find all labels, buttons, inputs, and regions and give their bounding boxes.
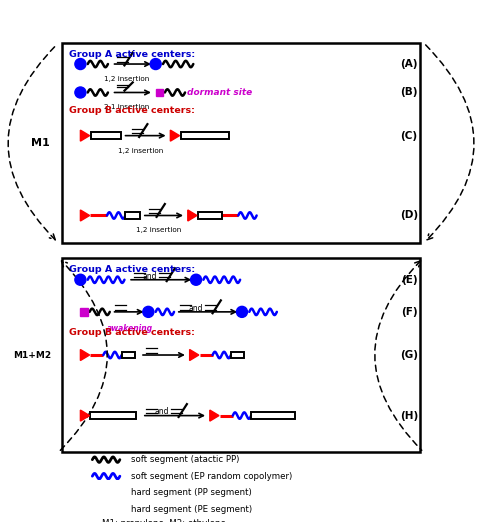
Text: 1,2 insertion: 1,2 insertion xyxy=(119,148,164,153)
Text: awakening: awakening xyxy=(107,324,153,333)
Text: Group A active centers:: Group A active centers: xyxy=(70,50,195,60)
Text: (F): (F) xyxy=(401,307,417,317)
Text: (H): (H) xyxy=(400,411,418,421)
Circle shape xyxy=(237,306,248,317)
Bar xyxy=(62,43,420,243)
Text: 1,2 insertion: 1,2 insertion xyxy=(136,228,181,233)
Text: 2,1 insertion: 2,1 insertion xyxy=(104,104,149,111)
Polygon shape xyxy=(81,210,90,221)
Polygon shape xyxy=(81,350,90,361)
Text: Group B active centers:: Group B active centers: xyxy=(70,106,195,115)
Text: (E): (E) xyxy=(401,275,417,284)
Text: M1: M1 xyxy=(31,138,49,148)
Bar xyxy=(92,490,125,496)
Polygon shape xyxy=(188,210,197,221)
Text: (B): (B) xyxy=(400,88,418,98)
Text: hard segment (PE segment): hard segment (PE segment) xyxy=(131,505,252,514)
Bar xyxy=(122,352,134,358)
Circle shape xyxy=(143,306,154,317)
Text: M1: propylene, M2: ethylene: M1: propylene, M2: ethylene xyxy=(101,519,226,522)
Text: hard segment (PP segment): hard segment (PP segment) xyxy=(131,488,252,497)
Text: Group B active centers:: Group B active centers: xyxy=(70,328,195,337)
Text: soft segment (atactic PP): soft segment (atactic PP) xyxy=(131,455,239,464)
Bar xyxy=(91,133,121,139)
Text: (A): (A) xyxy=(400,59,418,69)
Polygon shape xyxy=(190,350,199,361)
Text: and: and xyxy=(189,304,204,313)
Bar xyxy=(156,89,163,96)
Circle shape xyxy=(150,58,161,69)
Bar xyxy=(62,258,420,452)
Circle shape xyxy=(75,87,86,98)
Bar xyxy=(181,133,229,139)
Polygon shape xyxy=(81,410,90,421)
Polygon shape xyxy=(210,410,219,421)
Bar xyxy=(91,412,136,419)
Text: (C): (C) xyxy=(400,130,418,140)
Bar xyxy=(251,412,295,419)
Text: and: and xyxy=(143,271,157,280)
Text: (G): (G) xyxy=(400,350,418,360)
Text: dormant site: dormant site xyxy=(187,88,252,97)
Text: and: and xyxy=(155,407,169,417)
Polygon shape xyxy=(81,130,90,141)
Polygon shape xyxy=(170,130,180,141)
Text: soft segment (EP random copolymer): soft segment (EP random copolymer) xyxy=(131,472,292,481)
Bar xyxy=(198,212,222,219)
Text: Group A active centers:: Group A active centers: xyxy=(70,265,195,274)
Circle shape xyxy=(75,274,86,285)
Bar xyxy=(125,212,140,219)
Text: 1,2 insertion: 1,2 insertion xyxy=(104,76,149,82)
Text: M1+M2: M1+M2 xyxy=(13,350,52,360)
Circle shape xyxy=(75,58,86,69)
Bar xyxy=(231,352,244,358)
Bar xyxy=(81,308,88,315)
Text: (D): (D) xyxy=(400,210,418,220)
Circle shape xyxy=(191,274,202,285)
